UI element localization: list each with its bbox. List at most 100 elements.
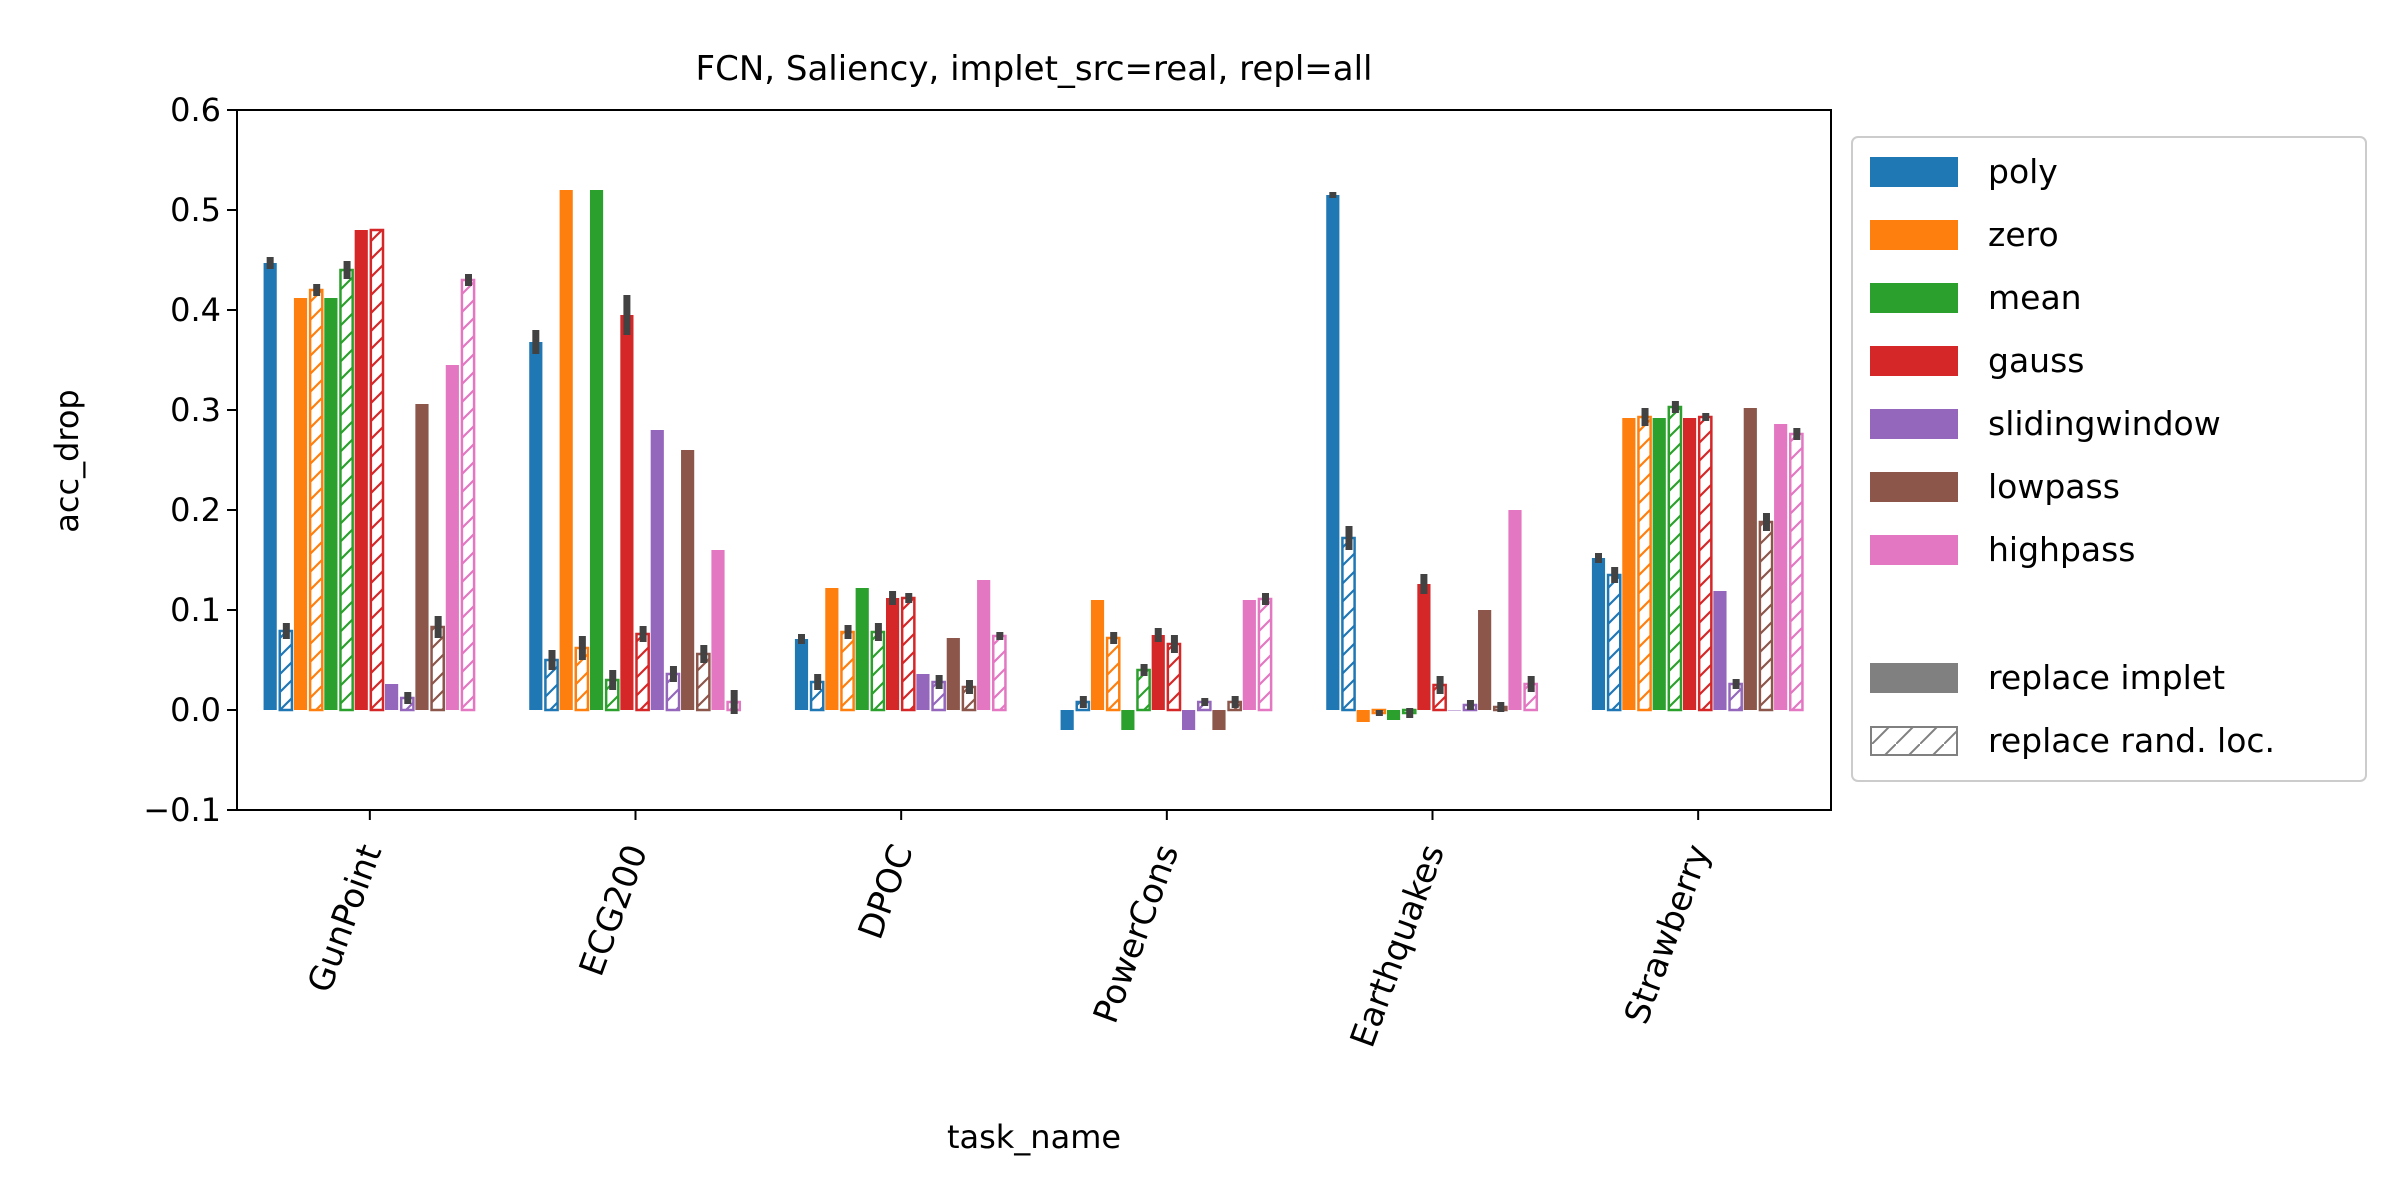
bar-mean-implet-Earthquakes <box>1386 710 1401 720</box>
legend-swatch-solid <box>1870 663 1958 693</box>
bar-zero-random-Strawberry <box>1637 415 1652 712</box>
x-axis-label: task_name <box>947 1118 1121 1156</box>
bar-highpass-random-Strawberry <box>1789 432 1804 712</box>
bar-lowpass-implet-DPOC <box>946 638 960 710</box>
bar-mean-implet-PowerCons <box>1121 710 1135 730</box>
bar-poly-implet-GunPoint <box>263 263 277 710</box>
bar-gauss-implet-Strawberry <box>1682 418 1697 710</box>
bar-mean-random-Strawberry <box>1667 405 1683 712</box>
bar-zero-implet-DPOC <box>825 588 839 710</box>
bar-highpass-random-PowerCons <box>1257 597 1273 712</box>
bar-highpass-implet-ECG200 <box>711 550 725 710</box>
legend-label-slidingwindow: slidingwindow <box>1988 404 2221 443</box>
bar-slidingwindow-implet-DPOC <box>916 674 930 710</box>
bar-highpass-implet-Strawberry <box>1774 424 1788 710</box>
legend-label-gauss: gauss <box>1988 341 2084 380</box>
y-tick-label: 0.1 <box>170 591 221 629</box>
plot-frame <box>236 109 1832 811</box>
bar-gauss-random-ECG200 <box>635 632 650 712</box>
bar-mean-random-DPOC <box>870 630 886 712</box>
legend-swatch-gauss <box>1870 346 1958 376</box>
bar-gauss-implet-GunPoint <box>354 230 368 710</box>
y-tick-label: 0.3 <box>170 391 221 429</box>
bar-zero-random-GunPoint <box>308 288 324 712</box>
bar-gauss-implet-ECG200 <box>620 315 634 710</box>
bar-slidingwindow-implet-ECG200 <box>650 430 664 710</box>
y-ticks-group: −0.1 0.0 0.1 0.2 0.3 0.4 0.5 0.6 <box>143 91 237 829</box>
bar-gauss-implet-Earthquakes <box>1417 584 1431 710</box>
bar-poly-implet-PowerCons <box>1060 710 1074 730</box>
bar-lowpass-implet-Strawberry <box>1743 408 1757 710</box>
legend-swatch-hatched <box>1870 726 1958 756</box>
bar-highpass-random-GunPoint <box>460 278 476 712</box>
y-tick-label: 0.0 <box>170 691 221 729</box>
bar-lowpass-implet-ECG200 <box>681 450 695 710</box>
bar-gauss-implet-PowerCons <box>1151 635 1165 710</box>
legend-label-mean: mean <box>1988 278 2082 317</box>
bar-poly-random-Earthquakes <box>1341 536 1356 712</box>
bar-zero-implet-ECG200 <box>559 190 573 710</box>
bar-gauss-implet-DPOC <box>885 598 900 710</box>
legend-swatch-poly <box>1870 157 1958 187</box>
bar-gauss-random-GunPoint <box>369 228 385 712</box>
legend: poly zero mean gauss slidingwindow lowpass hig… <box>1851 136 2367 782</box>
bar-gauss-random-DPOC <box>900 596 916 712</box>
bar-mean-implet-GunPoint <box>324 298 338 710</box>
bar-highpass-implet-PowerCons <box>1242 600 1256 710</box>
x-tick-label-ECG200: ECG200 <box>572 839 656 981</box>
bar-slidingwindow-implet-Earthquakes <box>1447 710 1461 711</box>
y-axis-label: acc_drop <box>48 389 86 532</box>
bar-poly-implet-Strawberry <box>1591 558 1606 710</box>
x-tick-label-Earthquakes: Earthquakes <box>1343 839 1453 1052</box>
chart-title: FCN, Saliency, implet_src=real, repl=all <box>696 49 1373 89</box>
bar-poly-random-Strawberry <box>1606 573 1622 712</box>
y-tick-label: 0.5 <box>170 191 221 229</box>
bar-lowpass-implet-GunPoint <box>415 404 429 710</box>
bar-slidingwindow-implet-PowerCons <box>1182 710 1196 730</box>
bar-zero-implet-Earthquakes <box>1356 710 1370 722</box>
x-tick-label-PowerCons: PowerCons <box>1086 839 1187 1028</box>
legend-swatch-highpass <box>1870 535 1958 565</box>
bar-poly-random-GunPoint <box>278 629 294 712</box>
bar-zero-implet-GunPoint <box>293 298 308 710</box>
legend-label-highpass: highpass <box>1988 530 2136 569</box>
bar-highpass-implet-GunPoint <box>445 365 459 710</box>
bar-poly-implet-DPOC <box>794 639 809 710</box>
bars-group <box>263 190 1804 730</box>
bar-highpass-implet-Earthquakes <box>1508 510 1522 710</box>
legend-label-lowpass: lowpass <box>1988 467 2120 506</box>
error-bars-group <box>266 192 1801 718</box>
y-tick-label: 0.6 <box>170 91 221 129</box>
bar-lowpass-implet-PowerCons <box>1212 710 1226 730</box>
y-tick-label: 0.4 <box>170 291 221 329</box>
bar-poly-implet-Earthquakes <box>1326 195 1340 710</box>
legend-swatch-slidingwindow <box>1870 409 1958 439</box>
bar-lowpass-random-GunPoint <box>430 625 445 712</box>
bar-mean-implet-Strawberry <box>1652 418 1666 710</box>
legend-label-hatched: replace rand. loc. <box>1988 721 2275 760</box>
legend-label-solid: replace implet <box>1988 658 2225 697</box>
y-tick-label: 0.2 <box>170 491 221 529</box>
bar-gauss-random-PowerCons <box>1166 642 1182 712</box>
bar-slidingwindow-implet-Strawberry <box>1713 591 1727 710</box>
bar-lowpass-random-Strawberry <box>1758 520 1774 712</box>
x-ticks-group: GunPoint ECG200 DPOC PowerCons Earthquakes St… <box>300 810 1719 1053</box>
bar-mean-implet-ECG200 <box>589 190 604 710</box>
bar-mean-implet-DPOC <box>855 588 869 710</box>
bar-highpass-random-DPOC <box>992 634 1007 712</box>
legend-label-zero: zero <box>1988 215 2059 254</box>
bar-mean-random-GunPoint <box>339 268 354 712</box>
bar-poly-implet-ECG200 <box>529 342 543 710</box>
bar-zero-random-DPOC <box>840 630 855 712</box>
bar-zero-random-PowerCons <box>1105 636 1121 712</box>
legend-swatch-zero <box>1870 220 1958 250</box>
legend-frame <box>1851 136 2367 782</box>
bar-highpass-implet-DPOC <box>977 580 991 710</box>
bar-gauss-random-Strawberry <box>1697 415 1713 712</box>
y-tick-label: −0.1 <box>143 791 221 829</box>
legend-swatch-mean <box>1870 283 1958 313</box>
bar-lowpass-implet-Earthquakes <box>1478 610 1492 710</box>
bar-zero-implet-Strawberry <box>1622 418 1636 710</box>
